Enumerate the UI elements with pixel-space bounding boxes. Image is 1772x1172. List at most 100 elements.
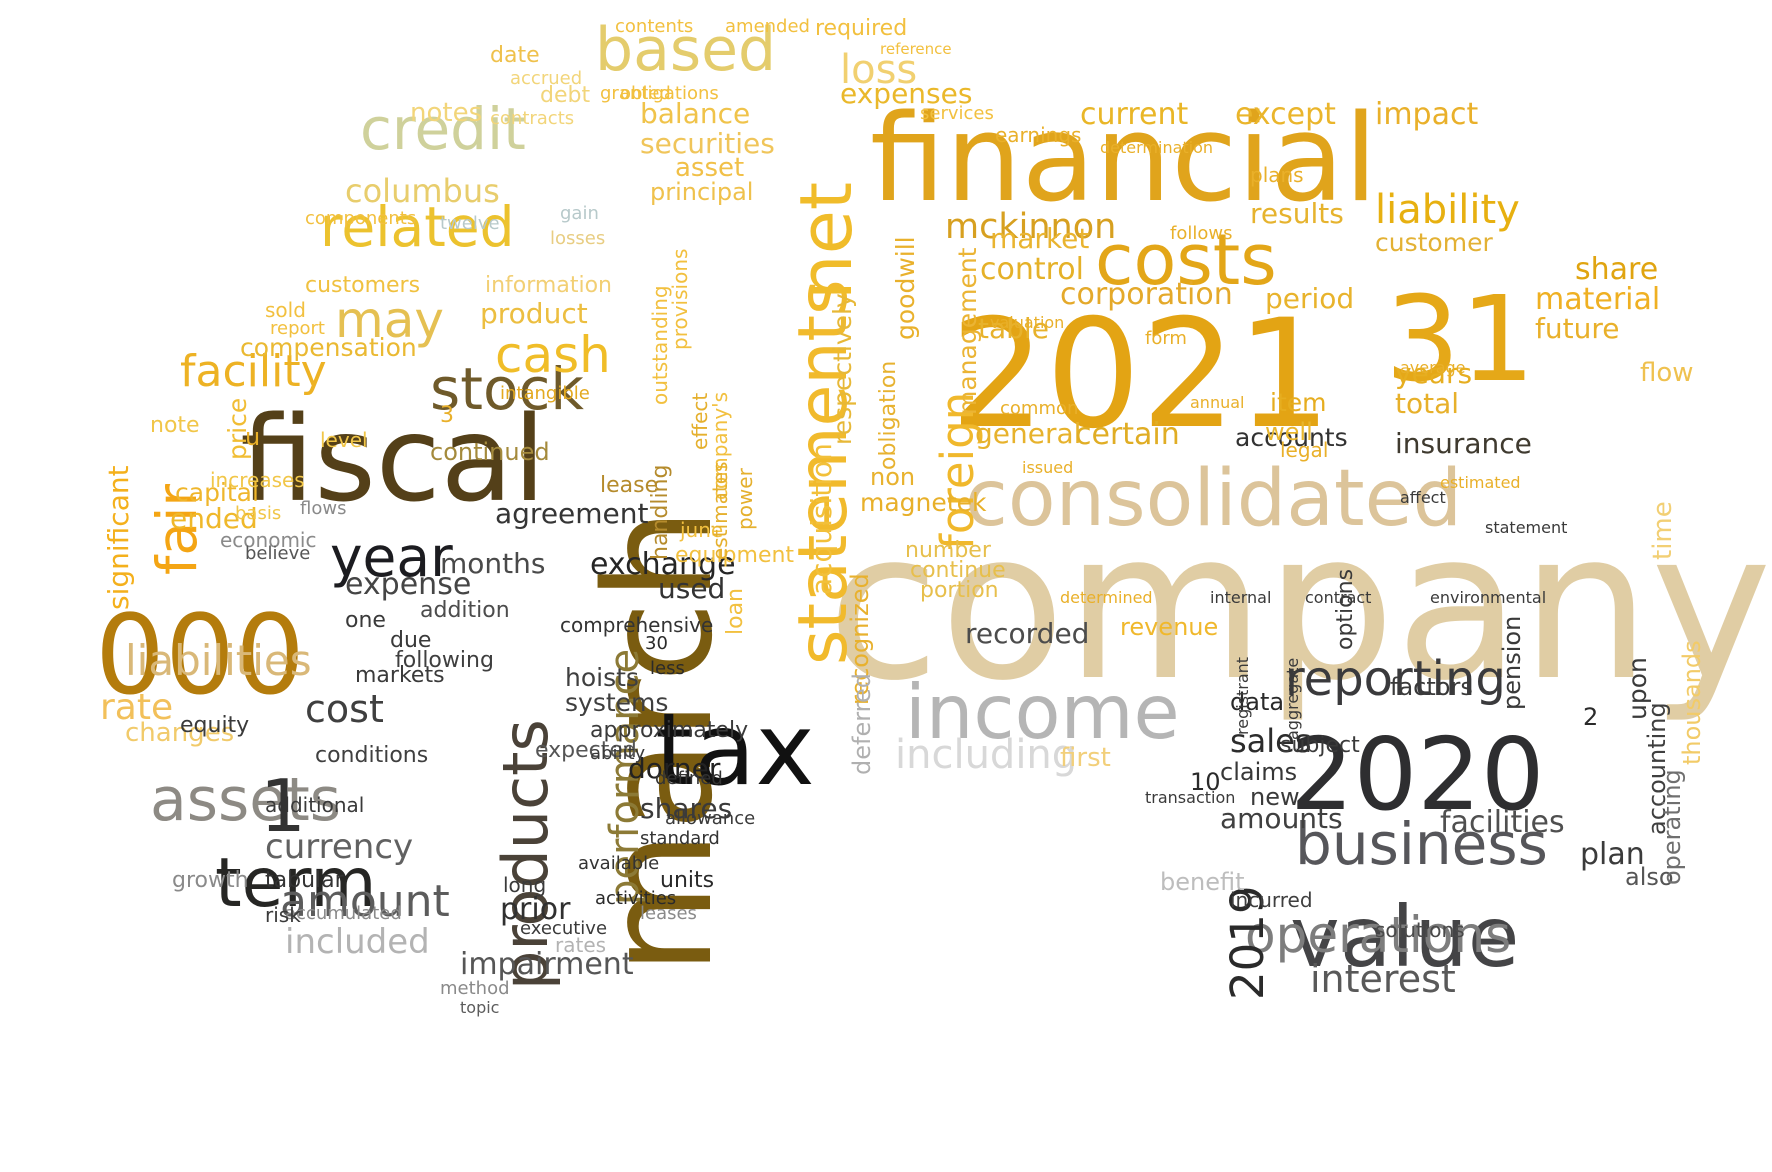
word-addition: addition bbox=[420, 598, 510, 623]
word-comprehensive: comprehensive bbox=[560, 613, 714, 637]
word-compensation: compensation bbox=[240, 333, 417, 362]
word-may: may bbox=[335, 291, 444, 349]
word-general: general bbox=[975, 417, 1082, 450]
word-000: 000 bbox=[95, 591, 305, 719]
word-u: u bbox=[245, 423, 261, 451]
word-tabular: tabular bbox=[265, 868, 344, 893]
word-income: income bbox=[905, 668, 1180, 756]
word-solutions: solutions bbox=[1375, 918, 1465, 942]
word-agreement: agreement bbox=[495, 497, 649, 530]
word-common: common bbox=[1000, 398, 1079, 419]
word-losses: losses bbox=[550, 228, 606, 249]
word-issued: issued bbox=[1022, 458, 1074, 477]
word-loan: loan bbox=[723, 588, 748, 635]
word-ability: ability bbox=[590, 743, 646, 764]
word-sold: sold bbox=[265, 298, 306, 322]
word-portion: portion bbox=[920, 578, 999, 603]
word-units: units bbox=[660, 868, 715, 893]
word-accounts: accounts bbox=[1235, 423, 1348, 452]
word-cash: cash bbox=[495, 326, 611, 384]
word-included: included bbox=[285, 922, 430, 962]
word-earnings: earnings bbox=[995, 123, 1082, 147]
word-table: table bbox=[978, 312, 1049, 345]
word-subject: subject bbox=[1280, 733, 1360, 758]
word-markets: markets bbox=[355, 663, 445, 688]
word-twelve: twelve bbox=[440, 213, 500, 234]
word-related: related bbox=[320, 195, 515, 259]
word-rate: rate bbox=[100, 687, 174, 728]
word-market: market bbox=[990, 222, 1090, 255]
word-one: one bbox=[345, 608, 386, 633]
word-period: period bbox=[1265, 282, 1355, 315]
word-executive: executive bbox=[520, 918, 608, 939]
word-environmental: environmental bbox=[1430, 588, 1547, 607]
word-assets: assets bbox=[150, 765, 341, 835]
word-2: 2 bbox=[1583, 703, 1599, 731]
word-used: used bbox=[658, 572, 726, 605]
word-data: data bbox=[1230, 688, 1285, 716]
word-debt: debt bbox=[540, 83, 591, 108]
word-continue: continue bbox=[910, 558, 1006, 583]
word-provisions: provisions bbox=[668, 248, 692, 350]
word-2020: 2020 bbox=[1290, 716, 1545, 833]
word-significant: significant bbox=[102, 465, 135, 610]
word-method: method bbox=[440, 978, 510, 999]
word-fiscal: fiscal bbox=[240, 390, 546, 528]
word-stock: stock bbox=[430, 355, 584, 423]
word-balance: balance bbox=[640, 97, 751, 130]
word-valuation: valuation bbox=[990, 313, 1065, 332]
word-magnetek: magnetek bbox=[860, 488, 987, 517]
word-results: results bbox=[1250, 197, 1344, 230]
word-customers: customers bbox=[305, 273, 421, 298]
word-defined: defined bbox=[655, 768, 723, 789]
word-annual: annual bbox=[1190, 393, 1245, 412]
word-lease: lease bbox=[600, 473, 659, 498]
word-thousands: thousands bbox=[1678, 640, 1706, 765]
word-months: months bbox=[440, 547, 546, 580]
word-allowance: allowance bbox=[665, 808, 756, 829]
word-10: 10 bbox=[1190, 768, 1221, 796]
word-deferred: deferred bbox=[848, 673, 876, 775]
word-ended: ended bbox=[170, 502, 258, 535]
word-affect: affect bbox=[1400, 488, 1446, 507]
word-estimates: estimates bbox=[708, 461, 732, 560]
word-equipment: equipment bbox=[675, 543, 795, 568]
word-outstanding: outstanding bbox=[648, 285, 672, 405]
word-future: future bbox=[1535, 312, 1620, 345]
word-handling: handling bbox=[648, 464, 673, 560]
word-certain: certain bbox=[1075, 417, 1180, 452]
word-operating: operating bbox=[1658, 769, 1686, 885]
word-costs: costs bbox=[1095, 219, 1277, 301]
word-goodwill: goodwill bbox=[891, 236, 920, 340]
word-date: date bbox=[490, 43, 540, 68]
word-following: following bbox=[395, 648, 494, 673]
word-amounts: amounts bbox=[1220, 802, 1343, 835]
word-first: first bbox=[1060, 743, 1111, 773]
word-1: 1 bbox=[260, 764, 306, 848]
word-tax: tax bbox=[655, 691, 815, 808]
word-june: june bbox=[680, 518, 724, 542]
word-basis: basis bbox=[235, 503, 282, 524]
word-due: due bbox=[390, 628, 432, 653]
word-cost: cost bbox=[305, 687, 384, 731]
word-determined: determined bbox=[1060, 588, 1153, 607]
word-accumulated: accumulated bbox=[285, 903, 402, 924]
word-internal: internal bbox=[1210, 588, 1272, 607]
word-accrued: accrued bbox=[510, 68, 583, 89]
word-aggregate: aggregate bbox=[1283, 657, 1302, 740]
word-legal: legal bbox=[1280, 438, 1329, 462]
word-liabilities: liabilities bbox=[125, 636, 312, 685]
word-effect: effect bbox=[688, 392, 712, 450]
word-respectively: respectively bbox=[828, 293, 857, 445]
word-equity: equity bbox=[180, 713, 250, 738]
word-business: business bbox=[1295, 810, 1548, 878]
word-mckinnon: mckinnon bbox=[945, 207, 1117, 247]
word-liability: liability bbox=[1375, 187, 1520, 233]
word-required: required bbox=[815, 16, 908, 41]
word-expenses: expenses bbox=[840, 77, 973, 110]
word-available: available bbox=[578, 853, 660, 874]
word-information: information bbox=[485, 273, 612, 298]
word-share: share bbox=[1575, 252, 1659, 287]
word-columbus: columbus bbox=[345, 172, 500, 210]
